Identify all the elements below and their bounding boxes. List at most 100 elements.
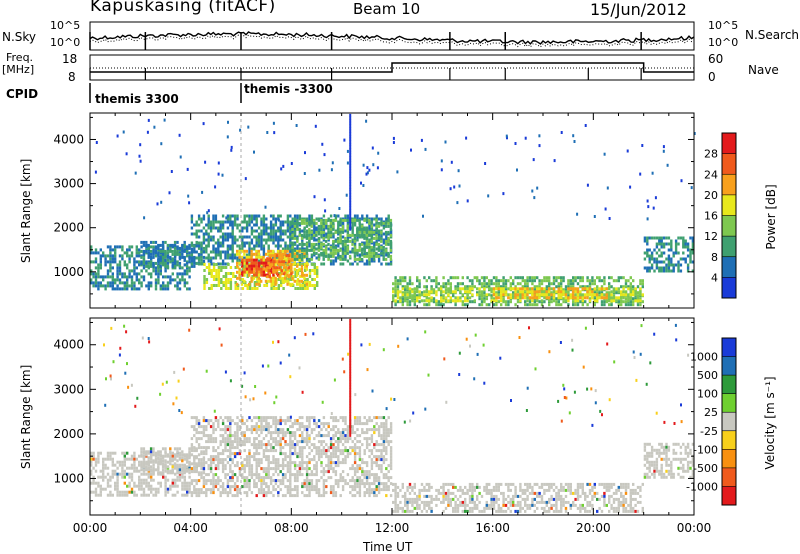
- data-cell: [356, 214, 359, 218]
- data-cell: [277, 273, 280, 277]
- data-cell: [416, 294, 419, 298]
- data-cell: [212, 217, 215, 221]
- data-cell: [375, 214, 378, 218]
- data-cell: [217, 278, 221, 281]
- data-cell: [178, 478, 182, 482]
- data-cell: [245, 226, 249, 230]
- data-cell: [304, 281, 307, 284]
- data-cell: [164, 493, 167, 497]
- data-cell: [361, 229, 364, 233]
- data-cell: [126, 466, 129, 470]
- data-cell: [190, 250, 194, 254]
- data-cell: [255, 273, 258, 277]
- data-cell: [188, 468, 191, 472]
- data-cell: [278, 254, 281, 258]
- data-cell: [291, 258, 294, 262]
- data-cell: [154, 487, 158, 491]
- data-cell: [387, 230, 390, 234]
- data-cell: [356, 238, 359, 242]
- data-cell: [305, 479, 309, 483]
- data-cell: [104, 263, 107, 267]
- data-cell: [152, 255, 155, 259]
- data-cell: [303, 254, 306, 258]
- data-cell: [286, 479, 290, 483]
- data-cell: [238, 443, 242, 447]
- data-cell: [173, 264, 177, 268]
- data-cell: [490, 290, 493, 294]
- data-cell: [245, 437, 249, 441]
- data-cell: [284, 419, 287, 423]
- data-cell: [478, 282, 481, 286]
- data-cell: [646, 266, 649, 270]
- data-cell: [264, 279, 268, 283]
- data-cell: [114, 472, 117, 476]
- data-cell: [272, 419, 275, 423]
- data-cell: [375, 242, 378, 246]
- data-cell: [322, 232, 326, 236]
- data-cell: [197, 479, 201, 483]
- data-cell: [404, 285, 407, 289]
- data-cell: [579, 290, 582, 294]
- data-cell: [161, 468, 165, 472]
- data-cell: [220, 269, 223, 272]
- data-cell: [290, 257, 293, 261]
- data-cell: [130, 487, 134, 491]
- data-cell: [437, 282, 440, 286]
- data-cell: [425, 293, 428, 297]
- data-cell: [94, 463, 98, 467]
- data-cell: [188, 260, 191, 264]
- data-cell: [226, 485, 230, 489]
- data-cell: [567, 296, 570, 300]
- data-cell: [243, 258, 246, 262]
- data-cell: [209, 256, 213, 260]
- data-cell: [164, 459, 167, 463]
- data-cell: [624, 300, 628, 304]
- data-cell: [329, 245, 333, 249]
- data-cell: [209, 479, 213, 483]
- data-cell: [147, 281, 150, 285]
- scatter-point: [122, 130, 125, 134]
- data-cell: [337, 244, 340, 248]
- data-cell: [311, 263, 314, 266]
- data-cell: [226, 479, 230, 483]
- scatter-point: [343, 138, 346, 142]
- data-cell: [562, 276, 565, 280]
- data-cell: [248, 470, 251, 474]
- data-cell: [294, 272, 297, 275]
- scatter-point: [186, 167, 189, 171]
- data-cell: [135, 466, 138, 470]
- data-cell: [193, 465, 196, 469]
- data-cell: [178, 451, 182, 455]
- data-cell: [250, 443, 254, 447]
- data-cell: [373, 223, 376, 227]
- data-cell: [128, 248, 131, 252]
- data-cell: [260, 467, 263, 471]
- data-cell: [322, 248, 325, 252]
- data-cell: [202, 464, 206, 468]
- data-cell: [238, 223, 242, 227]
- data-cell: [181, 475, 184, 479]
- data-cell: [104, 457, 107, 461]
- data-cell: [208, 287, 211, 290]
- data-cell: [188, 266, 191, 270]
- data-cell: [593, 297, 596, 301]
- data-cell: [231, 250, 234, 254]
- data-cell: [293, 217, 297, 221]
- data-cell: [178, 252, 182, 256]
- data-cell: [485, 297, 488, 301]
- data-cell: [133, 272, 136, 276]
- data-cell: [135, 275, 138, 279]
- data-cell: [253, 264, 256, 268]
- data-cell: [584, 285, 587, 289]
- data-cell: [293, 254, 297, 258]
- data-cell: [94, 284, 98, 288]
- data-cell: [265, 494, 268, 498]
- data-cell: [316, 269, 319, 272]
- data-cell: [248, 282, 251, 286]
- scatter-point: [420, 138, 423, 142]
- data-cell: [289, 235, 292, 239]
- data-cell: [236, 217, 239, 221]
- data-cell: [274, 229, 278, 233]
- data-cell: [365, 251, 369, 255]
- data-cell: [392, 296, 395, 300]
